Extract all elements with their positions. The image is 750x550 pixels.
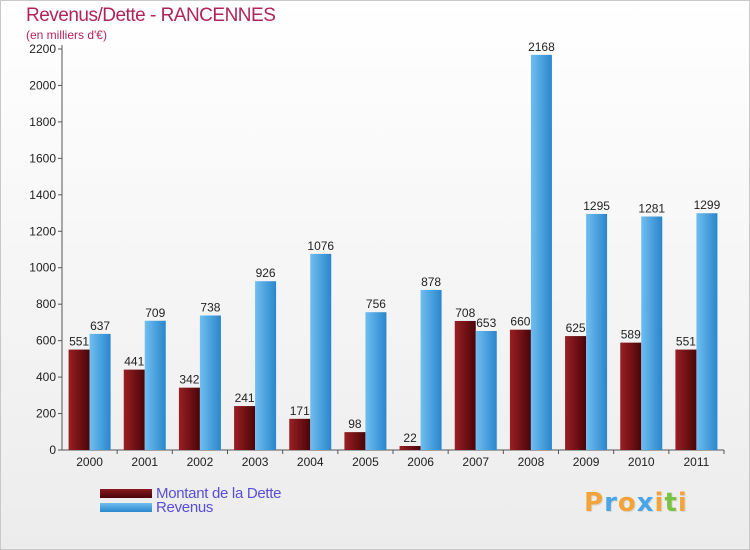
data-label-revenus: 1295	[583, 199, 610, 213]
bar-revenus	[144, 320, 166, 450]
chart-title: Revenus/Dette - RANCENNES	[26, 5, 276, 26]
logo-letter: r	[604, 488, 618, 518]
x-tick-label: 2002	[187, 455, 214, 469]
data-label-dette: 551	[676, 335, 696, 349]
y-tick-label: 600	[36, 334, 56, 348]
x-tick-label: 2005	[352, 455, 379, 469]
bar-dette	[620, 342, 642, 450]
data-label-dette: 171	[290, 404, 310, 418]
proxiti-logo: Proxiti	[584, 488, 688, 518]
bar-revenus	[365, 312, 387, 450]
logo-letter: P	[584, 488, 605, 518]
y-tick-label: 1400	[29, 188, 56, 202]
legend-label-dette: Montant de la Dette	[156, 485, 282, 502]
x-tick-label: 2001	[131, 455, 158, 469]
chart-subtitle: (en milliers d'€)	[26, 28, 107, 42]
y-tick-label: 1800	[29, 115, 56, 129]
data-label-revenus: 738	[200, 300, 220, 314]
bar-dette	[234, 406, 256, 450]
x-tick-label: 2004	[297, 455, 324, 469]
data-label-revenus: 637	[90, 319, 110, 333]
logo-letter: t	[664, 488, 678, 518]
bar-revenus	[641, 216, 663, 450]
data-label-dette: 625	[566, 321, 586, 335]
y-tick-label: 1600	[29, 151, 56, 165]
data-label-dette: 660	[510, 315, 530, 329]
bar-dette	[289, 418, 311, 450]
legend-swatch-revenus	[100, 503, 152, 512]
y-tick-label: 2000	[29, 78, 56, 92]
x-tick-label: 2003	[242, 455, 269, 469]
y-tick-label: 1000	[29, 261, 56, 275]
data-label-revenus: 756	[366, 297, 386, 311]
data-label-revenus: 878	[421, 275, 441, 289]
x-tick-label: 2009	[573, 455, 600, 469]
bar-dette	[454, 320, 476, 450]
bar-dette	[178, 387, 200, 450]
data-label-revenus: 709	[145, 306, 165, 320]
data-label-revenus: 1281	[638, 202, 665, 216]
data-label-dette: 22	[403, 431, 417, 445]
y-tick-label: 800	[36, 297, 56, 311]
data-label-dette: 342	[179, 373, 199, 387]
bar-revenus	[199, 315, 221, 450]
data-label-revenus: 926	[256, 266, 276, 280]
bar-revenus	[89, 333, 111, 450]
data-label-dette: 441	[124, 355, 144, 369]
x-tick-label: 2000	[76, 455, 103, 469]
bar-dette	[509, 329, 531, 450]
bar-dette	[675, 349, 697, 450]
legend-swatch-dette	[100, 489, 152, 498]
y-tick-label: 200	[36, 407, 56, 421]
bar-revenus	[420, 289, 442, 450]
data-label-revenus: 1299	[694, 198, 721, 212]
logo-letter: i	[654, 488, 665, 518]
data-label-dette: 241	[235, 391, 255, 405]
x-tick-label: 2008	[518, 455, 545, 469]
bar-dette	[68, 349, 90, 450]
bar-revenus	[586, 213, 608, 450]
data-label-revenus: 1076	[307, 239, 334, 253]
x-tick-label: 2011	[684, 455, 710, 469]
bar-revenus	[310, 253, 332, 450]
y-tick-label: 1200	[29, 224, 56, 238]
bar-dette	[399, 445, 421, 450]
data-label-dette: 98	[348, 417, 362, 431]
x-tick-label: 2007	[462, 455, 489, 469]
bar-dette	[344, 432, 366, 450]
bar-revenus	[696, 213, 718, 450]
data-label-dette: 589	[621, 328, 641, 342]
y-tick-label: 400	[36, 370, 56, 384]
y-tick-label: 2200	[29, 42, 56, 56]
data-label-dette: 551	[69, 335, 89, 349]
data-label-revenus: 653	[476, 316, 496, 330]
logo-letter: x	[636, 488, 655, 518]
x-tick-label: 2010	[628, 455, 655, 469]
y-tick-label: 0	[49, 443, 56, 457]
data-label-dette: 708	[455, 306, 475, 320]
bar-revenus	[475, 330, 497, 450]
legend-label-revenus: Revenus	[156, 499, 214, 516]
bar-revenus	[530, 54, 552, 450]
logo-letter: i	[677, 488, 688, 518]
x-tick-label: 2006	[407, 455, 434, 469]
logo-letter: o	[617, 488, 637, 518]
bar-dette	[565, 336, 587, 450]
data-label-revenus: 2168	[528, 40, 555, 54]
bar-revenus	[255, 281, 277, 450]
bar-dette	[123, 369, 145, 450]
